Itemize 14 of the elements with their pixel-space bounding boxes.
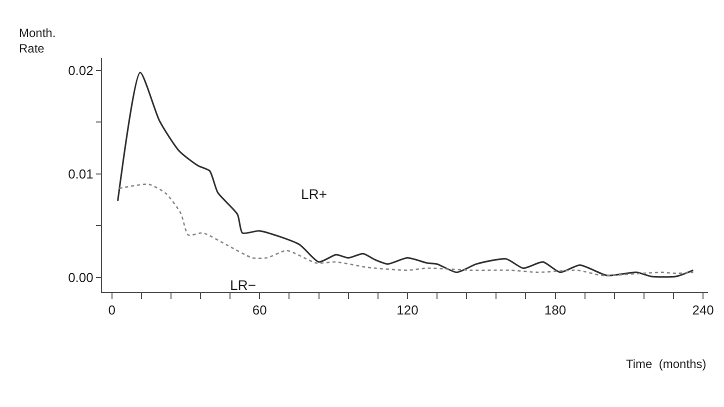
line-series: [116, 72, 694, 278]
series-label: LR−: [230, 277, 256, 293]
x-tick-label: 0: [108, 302, 116, 318]
x-axis-title: Time (months): [626, 357, 706, 371]
y-axis-title: Month. Rate: [19, 26, 56, 56]
x-tick-label: 60: [252, 302, 267, 318]
y-tick-label: 0.00: [68, 270, 94, 286]
x-tick-label: 240: [692, 302, 714, 318]
y-tick-label: 0.01: [68, 166, 94, 182]
x-tick-label: 180: [544, 302, 566, 318]
x-tick-label: 120: [396, 302, 418, 318]
y-tick-label: 0.02: [68, 62, 94, 78]
line-series: [118, 184, 694, 276]
text: LR+: [301, 186, 328, 202]
